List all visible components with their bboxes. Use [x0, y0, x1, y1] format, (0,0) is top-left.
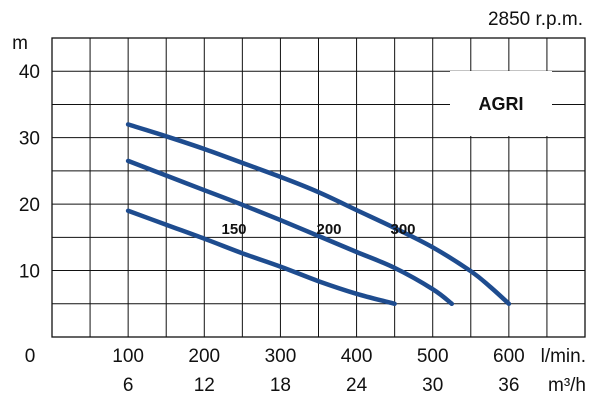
x-axis-unit-m3h: m³/h — [548, 375, 586, 396]
x-tick-label-lmin: 300 — [265, 346, 297, 367]
y-tick-label: 20 — [19, 195, 40, 216]
curve-150 — [125, 208, 397, 307]
x-tick-label-lmin: 200 — [188, 346, 220, 367]
curve-label-150: 150 — [221, 221, 246, 238]
x-tick-label-m3h: 24 — [346, 375, 368, 396]
x-tick-label-m3h: 36 — [498, 375, 519, 396]
agri-badge: AGRI — [479, 94, 524, 114]
x-tick-label-lmin: 500 — [417, 346, 449, 367]
curve-label-200: 200 — [316, 221, 341, 238]
x-origin-label: 0 — [25, 346, 36, 367]
y-tick-label: 30 — [19, 129, 40, 150]
y-tick-label: 40 — [19, 62, 40, 83]
speed-label: 2850 r.p.m. — [488, 9, 583, 30]
x-tick-label-m3h: 30 — [422, 375, 443, 396]
agri-badge-background — [450, 71, 552, 136]
x-tick-label-m3h: 12 — [194, 375, 215, 396]
x-tick-label-m3h: 6 — [123, 375, 134, 396]
curve-300 — [125, 122, 512, 307]
curves — [125, 122, 512, 307]
x-tick-label-m3h: 18 — [270, 375, 291, 396]
x-tick-label-lmin: 600 — [493, 346, 525, 367]
curve-label-300: 300 — [390, 221, 415, 238]
x-axis-unit-lmin: l/min. — [541, 346, 586, 367]
labels: 10 20 30 40 100 6 200 12 300 18 400 24 500 30 600 36 150… — [19, 62, 525, 396]
curve-200 — [125, 158, 455, 307]
x-tick-label-lmin: 400 — [341, 346, 373, 367]
y-tick-label: 10 — [19, 262, 40, 283]
x-tick-label-lmin: 100 — [112, 346, 144, 367]
y-axis-unit: m — [12, 33, 28, 54]
